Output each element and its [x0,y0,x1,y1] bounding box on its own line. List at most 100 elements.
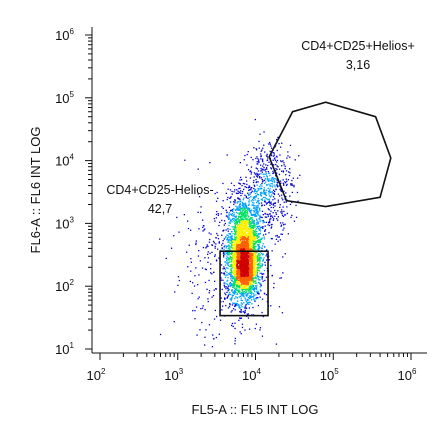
event-dot [245,227,247,229]
event-dot [255,286,258,288]
event-dot [240,220,242,223]
event-dot [260,272,262,274]
event-dot [229,264,232,266]
event-dot [251,263,253,265]
event-dot [239,276,241,278]
event-dot [271,186,274,188]
event-dot [217,197,219,199]
event-dot [248,203,250,205]
event-dot [250,287,252,289]
event-dot [252,181,255,184]
event-dot [254,261,256,263]
event-dot [233,263,235,265]
event-dot [257,187,259,190]
event-dot [242,237,244,240]
event-dot [247,197,249,199]
event-dot [258,161,260,163]
event-dot [281,194,283,196]
event-dot [202,219,204,221]
event-dot [255,209,258,212]
event-dot [240,236,242,238]
event-dot [268,201,270,203]
event-dot [284,214,287,216]
event-dot [240,295,242,297]
event-dot [242,204,245,206]
event-dot [260,193,262,195]
event-dot [255,234,257,236]
event-dot [255,294,257,296]
event-dot [246,214,248,217]
event-dot [233,261,235,263]
event-dot [246,218,248,220]
event-dot [282,272,284,274]
event-dot [245,228,247,230]
event-dot [263,220,265,223]
event-dot [251,239,253,241]
event-dot [240,297,242,299]
event-dot [257,212,259,214]
event-dot [268,190,270,192]
event-dot [266,202,268,204]
event-dot [255,195,257,197]
event-dot [261,263,263,265]
event-dot [251,221,253,223]
event-dot [256,211,258,213]
event-dot [261,311,263,314]
event-dot [244,277,247,279]
event-dot [248,228,250,230]
event-dot [245,238,247,240]
event-dot [234,305,237,307]
event-dot [224,283,226,285]
event-dot [233,236,236,238]
event-dot [248,260,250,262]
event-dot [241,299,243,302]
gate-rectangle[interactable] [219,250,269,317]
event-dot [276,234,278,237]
event-dot [255,256,257,258]
gate-polygon[interactable] [268,101,392,208]
event-dot [238,208,240,210]
event-dot [272,199,274,201]
event-dot [238,257,240,259]
event-dot [254,259,257,261]
event-dot [229,292,231,294]
event-dot [232,210,234,212]
event-dot [244,224,246,226]
event-dot [193,285,196,287]
event-dot [297,177,299,179]
event-dot [254,282,256,285]
event-dot [236,189,238,191]
event-dot [274,198,276,200]
event-dot [271,180,273,182]
event-dot [261,216,263,219]
event-dot [222,253,225,255]
event-dot [246,207,248,209]
event-dot [282,222,284,224]
event-dot [257,200,259,202]
event-dot [247,237,249,239]
event-dot [252,199,254,202]
event-dot [247,192,249,194]
event-dot [244,251,247,253]
event-dot [249,240,251,243]
event-dot [260,164,262,166]
event-dot [245,294,247,296]
event-dot [240,270,242,273]
event-dot [245,219,247,221]
event-dot [230,298,232,300]
event-dot [216,210,218,213]
event-dot [232,325,234,328]
event-dot [220,264,223,266]
event-dot [240,218,242,220]
event-dot [250,245,252,247]
event-dot [253,269,255,271]
event-dot [226,198,228,201]
event-dot [252,270,254,273]
event-dot [197,284,199,286]
event-dot [240,272,242,275]
event-dot [249,260,251,262]
event-dot [238,283,240,285]
event-dot [246,301,248,304]
event-dot [250,187,252,189]
